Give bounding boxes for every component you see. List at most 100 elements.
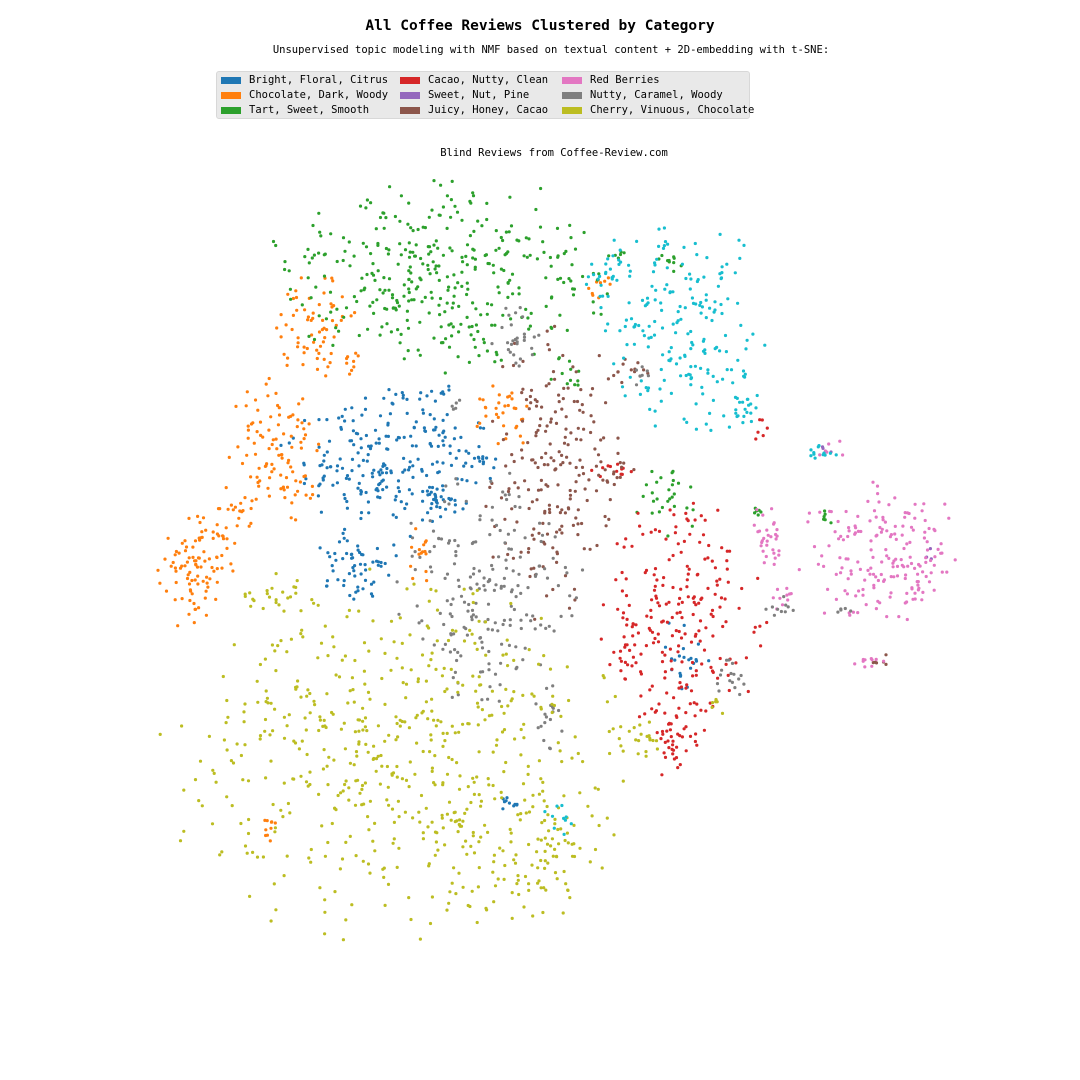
scatter-point — [651, 270, 656, 274]
scatter-point — [277, 406, 281, 410]
scatter-point — [519, 618, 523, 622]
scatter-point — [916, 583, 920, 587]
scatter-point — [458, 818, 462, 822]
scatter-point — [279, 639, 283, 643]
scatter-point — [700, 596, 704, 600]
scatter-point — [749, 419, 754, 424]
scatter-point — [709, 665, 713, 670]
scatter-point — [317, 484, 321, 488]
scatter-point — [521, 658, 525, 662]
scatter-point — [909, 561, 914, 566]
scatter-point — [462, 464, 466, 468]
scatter-point — [300, 628, 304, 632]
scatter-point — [544, 276, 548, 280]
scatter-point — [599, 438, 603, 442]
scatter-point — [475, 424, 479, 428]
scatter-point — [822, 611, 827, 615]
scatter-point — [401, 470, 405, 474]
scatter-point — [607, 517, 611, 522]
scatter-point — [657, 244, 661, 248]
scatter-point — [524, 307, 528, 311]
scatter-point — [378, 481, 382, 486]
scatter-point — [641, 329, 645, 333]
scatter-point — [363, 407, 368, 411]
scatter-point — [496, 415, 500, 419]
scatter-point — [441, 439, 445, 443]
scatter-point — [582, 427, 586, 431]
scatter-point — [296, 336, 300, 340]
scatter-point — [354, 590, 358, 594]
scatter-point — [441, 744, 445, 749]
scatter-point — [593, 786, 597, 790]
scatter-point — [466, 722, 470, 726]
scatter-point — [765, 528, 769, 532]
scatter-point — [437, 303, 441, 307]
scatter-point — [453, 286, 457, 290]
scatter-point — [572, 399, 576, 404]
scatter-point — [509, 342, 514, 346]
scatter-point — [756, 513, 760, 517]
scatter-point — [465, 479, 469, 483]
scatter-point — [555, 560, 559, 565]
scatter-point — [493, 621, 497, 625]
scatter-point — [706, 586, 710, 591]
scatter-point — [445, 812, 449, 816]
scatter-point — [526, 550, 531, 554]
scatter-point — [376, 754, 380, 758]
scatter-point — [456, 680, 460, 685]
scatter-point — [501, 313, 505, 317]
scatter-point — [721, 624, 725, 629]
scatter-point — [434, 840, 438, 844]
scatter-point — [540, 821, 544, 825]
scatter-point — [310, 598, 314, 602]
scatter-point — [464, 254, 468, 258]
scatter-point — [456, 650, 460, 655]
scatter-point — [734, 408, 738, 412]
scatter-point — [465, 852, 469, 856]
scatter-point — [608, 267, 613, 271]
scatter-point — [263, 717, 268, 722]
scatter-point — [251, 850, 255, 855]
scatter-point — [644, 483, 649, 487]
scatter-point — [580, 521, 584, 526]
scatter-point — [560, 508, 564, 512]
scatter-point — [475, 775, 479, 779]
scatter-point — [533, 617, 537, 621]
scatter-point — [829, 510, 833, 514]
scatter-point — [597, 272, 601, 276]
scatter-point — [663, 676, 667, 680]
scatter-point — [377, 441, 381, 445]
scatter-point — [419, 278, 423, 282]
scatter-point — [632, 468, 636, 472]
scatter-point — [901, 524, 905, 528]
scatter-point — [542, 463, 547, 467]
scatter-point — [395, 865, 399, 870]
scatter-point — [785, 593, 789, 597]
scatter-point — [586, 275, 591, 279]
scatter-point — [718, 605, 722, 609]
scatter-point — [625, 617, 629, 622]
series-6 — [752, 439, 957, 669]
scatter-point — [414, 420, 418, 424]
scatter-point — [678, 610, 682, 615]
scatter-point — [688, 373, 692, 377]
scatter-point — [415, 604, 419, 608]
scatter-point — [482, 584, 486, 588]
scatter-point — [497, 555, 501, 559]
scatter-point — [515, 424, 519, 428]
scatter-point — [558, 749, 562, 753]
scatter-point — [473, 257, 477, 261]
scatter-point — [464, 499, 468, 503]
scatter-point — [758, 418, 762, 422]
scatter-point — [285, 363, 289, 367]
scatter-point — [573, 489, 577, 493]
scatter-point — [441, 647, 445, 651]
scatter-point — [454, 456, 458, 460]
scatter-point — [733, 395, 738, 399]
scatter-point — [677, 644, 681, 648]
scatter-point — [298, 480, 302, 484]
scatter-point — [600, 866, 604, 870]
scatter-point — [869, 566, 873, 570]
scatter-point — [622, 635, 626, 639]
scatter-point — [749, 402, 753, 406]
